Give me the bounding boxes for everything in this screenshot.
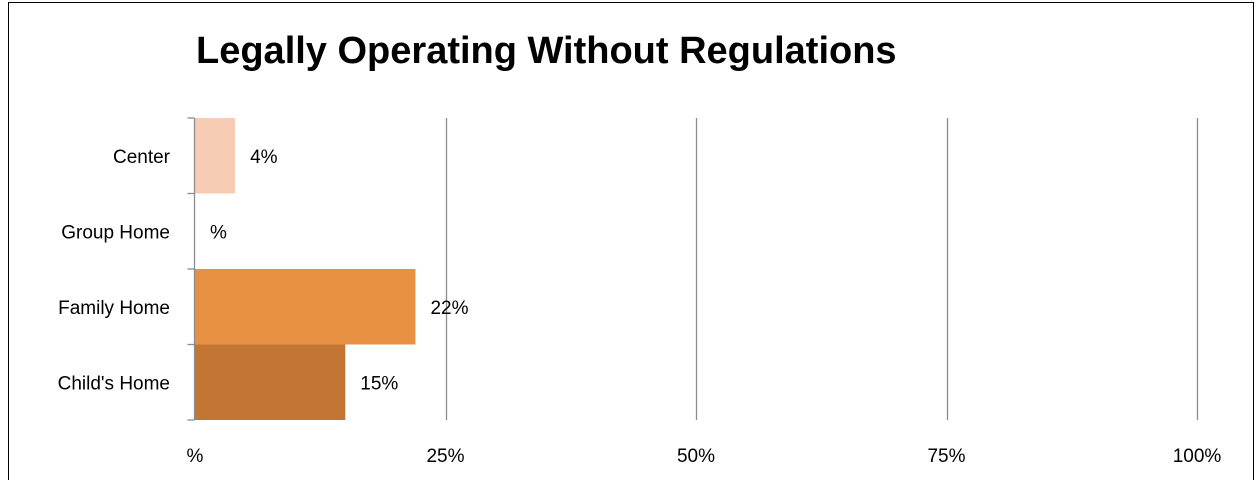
data-label: %	[210, 222, 227, 243]
data-label: 4%	[250, 147, 278, 168]
bar-family-home	[195, 269, 416, 345]
category-label: Family Home	[58, 298, 170, 319]
bar-center	[195, 118, 236, 194]
x-tick-label: 100%	[1173, 446, 1222, 467]
x-tick-label: 75%	[927, 446, 965, 467]
x-tick-label: 25%	[426, 446, 464, 467]
data-label: 22%	[430, 298, 468, 319]
bar-child-s-home	[195, 344, 346, 420]
category-label: Child's Home	[58, 373, 170, 394]
x-tick-label: %	[187, 446, 204, 467]
category-label: Center	[113, 147, 171, 168]
data-label: 15%	[360, 373, 398, 394]
x-tick-label: 50%	[677, 446, 715, 467]
chart-title: Legally Operating Without Regulations	[196, 30, 897, 72]
category-label: Group Home	[61, 222, 170, 243]
